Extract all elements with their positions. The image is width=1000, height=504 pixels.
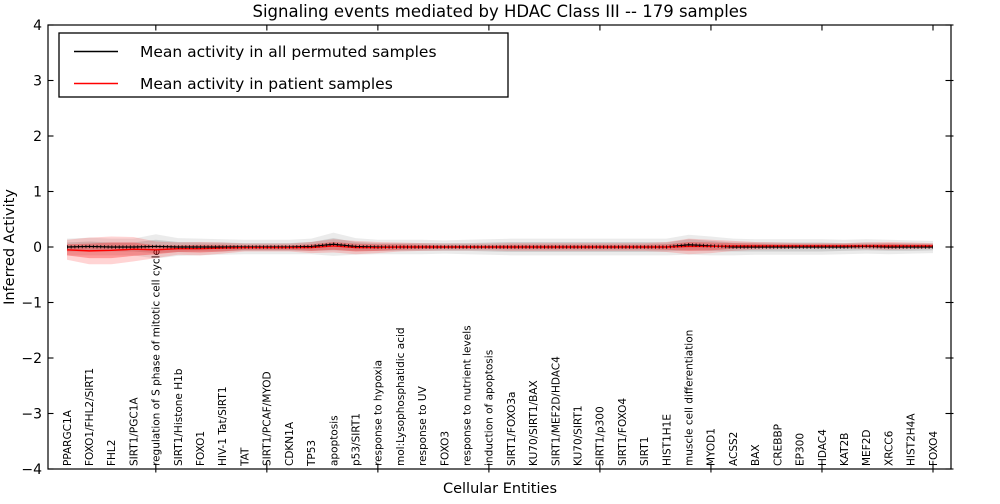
x-category-label: p53/SIRT1 [350,413,362,466]
x-category-label: KU70/SIRT1 [573,405,585,466]
x-category-label: TAT [239,447,251,467]
legend-box [58,32,509,98]
y-tick-label: −2 [21,351,42,367]
y-tick-label: 0 [33,240,42,256]
x-category-label: SIRT1/PGC1A [128,397,140,466]
chart-title: Signaling events mediated by HDAC Class … [252,2,747,21]
y-tick-label: −3 [21,407,42,423]
x-category-labels: PPARGC1A FOXO1/FHL2/SIRT1 FHL2 SIRT1/PGC1A r… [62,249,940,467]
x-category-label: FOXO3 [439,431,451,466]
x-category-label: induction of apoptosis [484,350,496,466]
x-category-label: response to nutrient levels [461,325,473,466]
x-category-label: SIRT1/FOXO4 [617,398,629,466]
x-category-label: apoptosis [328,415,340,466]
series-lines [66,242,933,252]
x-category-label: SIRT1 [639,437,651,466]
x-category-label: FOXO1 [195,431,207,466]
x-category-label: BAX [750,444,762,466]
y-tick-label: −4 [21,462,42,478]
x-category-label: SIRT1/MEF2D/HDAC4 [550,356,562,466]
x-category-label: XRCC6 [883,430,895,466]
legend-label-patient-samples: Mean activity in patient samples [140,75,393,93]
x-category-label: EP300 [795,433,807,466]
x-category-label: TP53 [306,440,318,467]
x-category-label: SIRT1/p300 [595,406,607,466]
x-category-label: KAT2B [839,433,851,466]
x-axis-label: Cellular Entities [443,481,557,497]
x-category-label: MYOD1 [706,428,718,466]
y-tick-labels: −4 −3 −2 −1 0 1 2 3 4 [21,18,42,478]
y-tick-label: 1 [33,185,42,201]
permuted-line-markers [66,242,933,249]
x-category-label: HDAC4 [817,429,829,466]
y-tick-label: 4 [33,18,42,34]
y-tick-label: −1 [21,296,42,312]
patient-band-outer [67,236,933,265]
x-category-label: HIST2H4A [906,413,918,466]
x-category-label: CREBBP [772,424,784,466]
x-category-label: muscle cell differentiation [684,330,696,466]
x-category-label: CDKN1A [284,421,296,466]
x-category-label: SIRT1/PCAF/MYOD [262,371,274,466]
x-category-label: HIST1H1E [661,414,673,466]
x-category-label: KU70/SIRT1/BAX [528,380,540,466]
x-category-label: mol:Lysophosphatidic acid [395,327,407,466]
x-category-label: HIV-1 Tat/SIRT1 [217,386,229,466]
x-category-label: FOXO4 [928,431,940,466]
y-tick-label: 2 [33,129,42,145]
axis-ticks [48,24,954,473]
x-category-label: MEF2D [861,430,873,467]
x-category-label: FOXO1/FHL2/SIRT1 [84,368,96,466]
x-category-label: SIRT1/FOXO3a [506,392,518,466]
x-category-label: response to UV [417,385,429,466]
x-category-label: regulation of S phase of mitotic cell cy… [151,249,163,466]
x-category-label: SIRT1/Histone H1b [173,368,185,466]
x-category-label: PPARGC1A [62,409,74,466]
x-category-label: response to hypoxia [373,360,385,466]
legend-label-permuted-samples: Mean activity in all permuted samples [140,43,437,61]
y-axis-label: Inferred Activity [2,189,18,305]
legend: Mean activity in all permuted samples Me… [58,32,509,98]
y-tick-label: 3 [33,74,42,90]
x-category-label: FHL2 [106,440,118,466]
x-category-label: ACSS2 [728,432,740,466]
